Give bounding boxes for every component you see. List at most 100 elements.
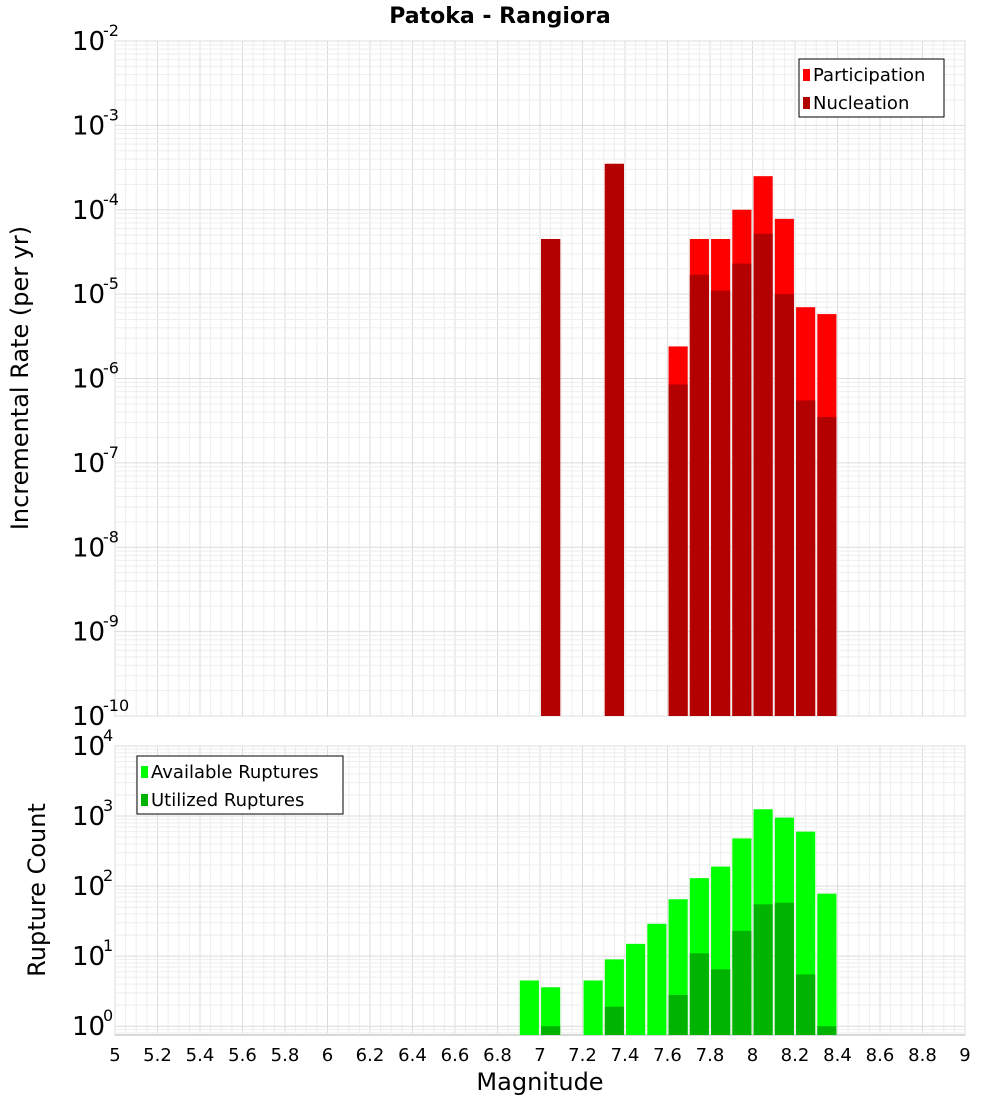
x-tick-label: 7.8	[696, 1045, 725, 1066]
x-tick-label: 8	[747, 1045, 758, 1066]
count-legend-label: Available Ruptures	[151, 762, 319, 783]
count-legend: Available Ruptures Utilized Ruptures	[136, 755, 344, 815]
rate-bar-nucleation	[541, 239, 561, 716]
count-bar-utilized-ruptures	[668, 994, 688, 1035]
count-bar-utilized-ruptures	[817, 1026, 837, 1035]
rate-bar-nucleation	[689, 274, 709, 716]
rate-y-tick-exponent: -7	[103, 443, 119, 462]
count-bar-available-ruptures	[541, 987, 561, 1035]
count-bar-available-ruptures	[519, 980, 539, 1035]
rate-bars	[541, 163, 837, 717]
rate-bar-nucleation	[668, 384, 688, 716]
rate-y-tick-exponent: -5	[103, 274, 119, 293]
count-bar-available-ruptures	[626, 943, 646, 1035]
count-y-tick-exponent: 2	[103, 866, 113, 885]
x-tick-label: 5.4	[186, 1045, 215, 1066]
rate-y-tick-exponent: -6	[103, 359, 119, 378]
rate-y-tick-exponent: -10	[103, 696, 129, 715]
rate-y-tick-exponent: -8	[103, 527, 119, 546]
count-bar-available-ruptures	[583, 980, 603, 1035]
rate-legend: Participation Nucleation	[798, 58, 945, 118]
count-y-tick-label: 10	[72, 802, 105, 832]
count-bars	[519, 809, 837, 1035]
x-tick-label: 7.2	[568, 1045, 597, 1066]
rate-bar-nucleation	[796, 400, 816, 716]
magnitude-x-axis-label: Magnitude	[476, 1068, 603, 1096]
x-tick-label: 6.2	[356, 1045, 385, 1066]
rate-y-tick-label: 10	[72, 27, 105, 57]
x-tick-label: 7	[534, 1045, 545, 1066]
count-legend-label: Utilized Ruptures	[151, 790, 304, 811]
rate-y-tick-exponent: -4	[103, 190, 119, 209]
count-y-axis-label: Rupture Count	[23, 803, 51, 977]
count-bar-utilized-ruptures	[774, 902, 794, 1035]
count-legend-box	[136, 755, 344, 815]
x-tick-label: 5.2	[143, 1045, 172, 1066]
rate-y-tick-label: 10	[72, 196, 105, 226]
rate-bar-nucleation	[817, 416, 837, 716]
count-bar-available-ruptures	[817, 893, 837, 1035]
rate-grid	[114, 40, 966, 717]
rate-y-tick-exponent: -2	[103, 21, 119, 40]
count-bar-available-ruptures	[647, 923, 667, 1035]
count-y-tick-label: 10	[72, 1012, 105, 1042]
x-tick-label: 9	[959, 1045, 970, 1066]
count-y-tick-exponent: 0	[103, 1006, 113, 1025]
count-y-tick-exponent: 3	[103, 796, 113, 815]
rate-y-tick-label: 10	[72, 533, 105, 563]
count-y-tick-label: 10	[72, 732, 105, 762]
rate-bar-nucleation	[753, 233, 773, 716]
rate-bar-nucleation	[711, 290, 731, 716]
rate-y-tick-label: 10	[72, 280, 105, 310]
rate-y-tick-label: 10	[72, 111, 105, 141]
x-tick-label: 6.6	[441, 1045, 470, 1066]
rate-y-tick-label: 10	[72, 449, 105, 479]
count-y-tick-exponent: 4	[103, 726, 113, 745]
rate-legend-label: Nucleation	[813, 93, 909, 114]
count-y-tick-label: 10	[72, 872, 105, 902]
x-tick-label: 5.8	[271, 1045, 300, 1066]
rate-y-tick-exponent: -9	[103, 612, 119, 631]
rate-y-tick-exponent: -3	[103, 105, 119, 124]
rate-legend-swatch	[803, 69, 810, 81]
count-bar-utilized-ruptures	[541, 1026, 561, 1035]
rate-legend-swatch	[803, 97, 810, 109]
x-tick-label: 6	[322, 1045, 333, 1066]
chart-title: Patoka - Rangiora	[389, 4, 610, 29]
x-tick-label: 8.8	[908, 1045, 937, 1066]
count-bar-utilized-ruptures	[689, 953, 709, 1035]
count-y-tick-label: 10	[72, 942, 105, 972]
rate-legend-box	[798, 58, 945, 118]
x-tick-label: 6.8	[483, 1045, 512, 1066]
x-tick-label: 6.4	[398, 1045, 427, 1066]
x-tick-label: 5	[109, 1045, 120, 1066]
x-tick-label: 7.4	[611, 1045, 640, 1066]
count-bar-utilized-ruptures	[604, 1006, 624, 1035]
count-legend-swatch	[141, 766, 148, 778]
count-bar-utilized-ruptures	[796, 974, 816, 1035]
rate-y-tick-label: 10	[72, 702, 105, 732]
x-tick-label: 5.6	[228, 1045, 257, 1066]
x-tick-label: 8.6	[866, 1045, 895, 1066]
count-legend-swatch	[141, 794, 148, 806]
rate-y-tick-label: 10	[72, 618, 105, 648]
x-tick-label: 8.2	[781, 1045, 810, 1066]
x-tick-label: 7.6	[653, 1045, 682, 1066]
count-bar-utilized-ruptures	[732, 930, 752, 1035]
rate-bar-nucleation	[774, 294, 794, 716]
magnitude-x-ticks: 5 5.2 5.4 5.6 5.8 6 6.2 6.4 6.6 6.8 7 7.2 7.4 7.6 7.8 8…	[109, 1045, 970, 1066]
rate-bar-nucleation	[732, 263, 752, 716]
x-tick-label: 8.4	[823, 1045, 852, 1066]
count-bar-utilized-ruptures	[711, 969, 731, 1035]
rate-legend-label: Participation	[813, 65, 925, 86]
count-bar-utilized-ruptures	[753, 904, 773, 1035]
rate-bar-nucleation	[604, 163, 624, 717]
count-grid	[114, 745, 966, 1035]
rate-y-tick-label: 10	[72, 365, 105, 395]
rate-y-axis-label: Incremental Rate (per yr)	[6, 226, 34, 530]
